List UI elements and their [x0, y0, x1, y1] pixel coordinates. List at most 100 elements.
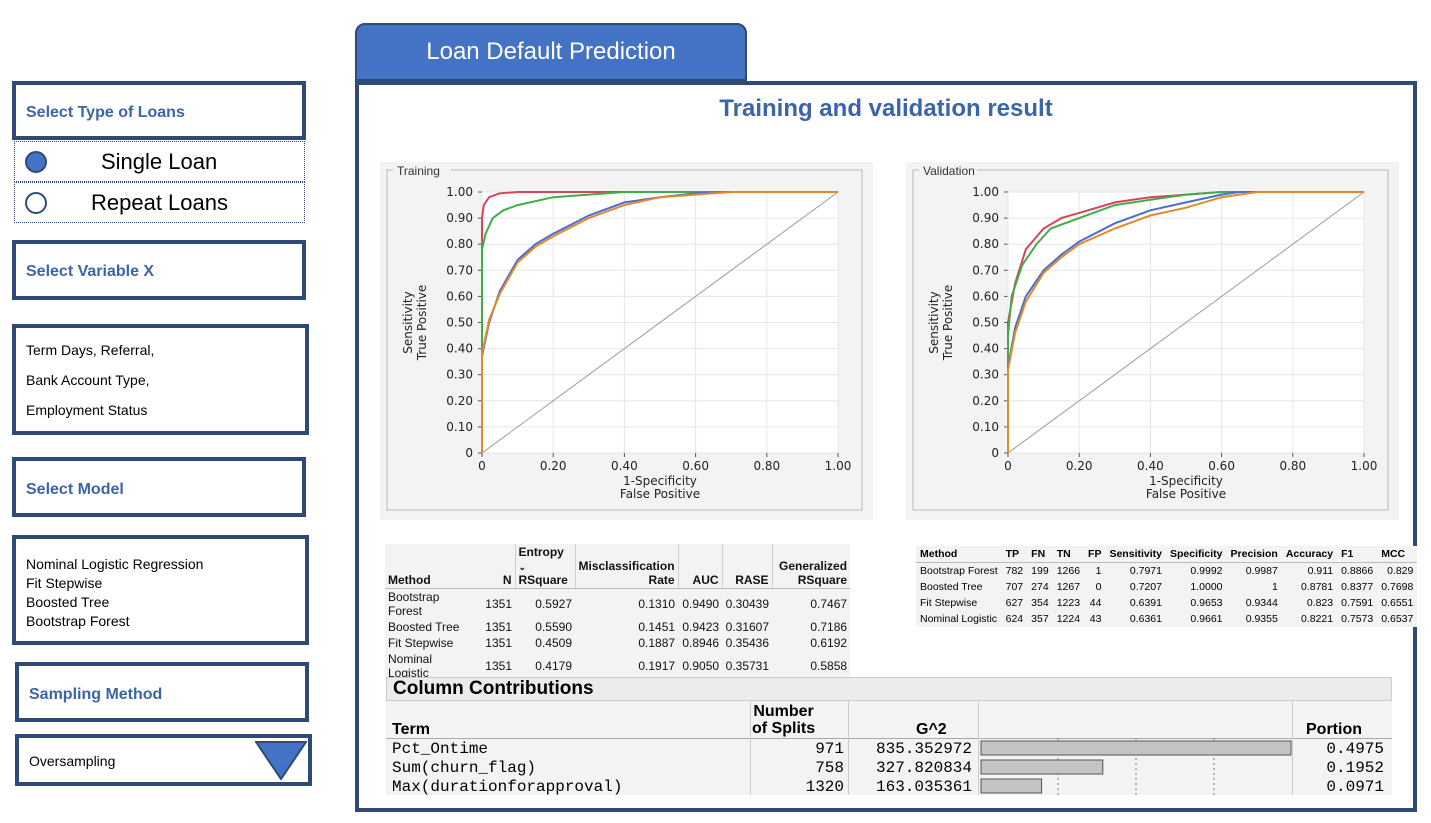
cell: 0	[1095, 581, 1102, 593]
reference-diagonal	[1007, 191, 1365, 454]
variable-list[interactable]: Term Days, Referral, Bank Account Type, …	[12, 324, 309, 435]
col-header: Method	[916, 546, 1002, 563]
model-label: Select Model	[26, 481, 124, 498]
roc-series-line	[1007, 191, 1364, 453]
cell-gen: 0.7186	[810, 620, 848, 634]
col-entropy-line1: Entropy	[518, 545, 564, 559]
y-axis-label-secondary: True Positive	[941, 285, 955, 362]
chart-title-bg	[393, 164, 451, 178]
x-tick-label: 0	[478, 459, 486, 473]
cell-n: 1351	[485, 597, 512, 611]
col-header: FP	[1084, 546, 1106, 563]
col-misclass: Misclassification Rate	[574, 544, 679, 589]
cell-auc: 0.8946	[682, 636, 720, 650]
cell: 1224	[1056, 613, 1081, 625]
cell-misclass: 0.1310	[638, 597, 676, 611]
cell-entropy: 0.5927	[535, 597, 572, 611]
cell: 199	[1031, 565, 1049, 577]
x-tick-label: 0.80	[753, 459, 780, 473]
y-tick-label: 0	[465, 446, 473, 460]
cc-portion: 0.4975	[1326, 740, 1384, 758]
cell-auc: 0.9490	[682, 597, 720, 611]
radio-repeat-loans[interactable]: Repeat Loans	[14, 182, 305, 223]
column-contributions-title[interactable]: Column Contributions	[386, 677, 1392, 701]
app-title-tab: Loan Default Prediction	[355, 23, 747, 81]
cc-divider	[1292, 701, 1293, 795]
radio-unselected-icon[interactable]	[25, 191, 47, 214]
cell-misclass: 0.1887	[638, 636, 676, 650]
y-tick-label: 0.20	[446, 394, 473, 408]
sampling-dropdown[interactable]: Oversampling	[15, 734, 312, 786]
model-list[interactable]: Nominal Logistic Regression Fit Stepwise…	[12, 535, 309, 645]
y-tick-label: 0.30	[972, 368, 999, 382]
x-tick-label: 0	[1004, 459, 1012, 473]
confusion-metrics-table: Method TP FN TN FP Sensitivity Specifici…	[916, 546, 1418, 627]
cell: 627	[1005, 597, 1024, 609]
cell: 1267	[1056, 581, 1081, 593]
page-title: Training and validation result	[719, 95, 1053, 122]
y-tick-label: 0.70	[972, 263, 999, 277]
cell: 0.911	[1307, 565, 1334, 577]
x-tick-label: 0.60	[1208, 459, 1235, 473]
column-contributions-panel: Term Number of Splits G^2 Portion Pct_Ont…	[386, 701, 1392, 798]
cc-splits: 758	[815, 759, 844, 777]
radio-selected-icon[interactable]	[25, 150, 47, 173]
cell: 0.9992	[1190, 565, 1223, 577]
chart-frame	[386, 169, 863, 511]
cell-gen: 0.5858	[810, 659, 848, 673]
cell: 0.823	[1306, 597, 1334, 609]
y-tick-label: 0.20	[972, 394, 999, 408]
y-tick-label: 0.40	[972, 342, 999, 356]
training-roc-chart: Training 0 0.10 0.20 0.30 0.40 0.50 0.60 0.70 0.8…	[386, 164, 863, 511]
cc-divider	[978, 701, 979, 795]
y-tick-label: 0.10	[446, 420, 473, 434]
table-row: Fit Stepwise 627 354 1223 44 0.6391 0.96…	[916, 595, 1417, 611]
cell-rase: 0.35731	[725, 659, 770, 673]
cell: 1	[1095, 565, 1102, 577]
model-item: Boosted Tree	[26, 594, 110, 610]
cell-n: 1351	[485, 659, 512, 673]
cell: 0.7207	[1129, 581, 1162, 593]
col-n: N	[471, 544, 515, 589]
contribution-bar	[980, 759, 1104, 775]
radio-repeat-loans-label: Repeat Loans	[91, 189, 228, 215]
cell: 0.7698	[1381, 581, 1414, 593]
cell: Fit Stepwise	[920, 597, 978, 609]
contribution-bar	[980, 778, 1043, 794]
variable-label: Select Variable X	[26, 263, 155, 280]
y-tick-label: 0	[991, 446, 999, 460]
validation-roc-chart: Validation 0 0.10 0.20 0.30 0.40 0.50 0.60 0.70 0…	[912, 164, 1389, 511]
table-row: Bootstrap Forest 1351 0.5927 0.1310 0.94…	[385, 589, 850, 620]
cell: 1223	[1056, 597, 1081, 609]
chart-title: Training	[397, 164, 440, 178]
cell: 0.8866	[1341, 565, 1374, 577]
y-tick-label: 0.10	[972, 420, 999, 434]
training-roc-panel: Training 0 0.10 0.20 0.30 0.40 0.50 0.60 0.70 0.8…	[380, 162, 873, 520]
chart-frame	[912, 169, 1389, 511]
model-item: Fit Stepwise	[26, 575, 103, 591]
cell: 43	[1089, 613, 1102, 625]
loan-type-header: Select Type of Loans	[12, 81, 306, 140]
y-tick-label: 0.50	[972, 316, 999, 330]
x-tick-label: 0.20	[540, 459, 567, 473]
cc-col-splits: Number of Splits	[752, 703, 815, 737]
dropdown-arrow-icon[interactable]	[255, 740, 307, 780]
reference-diagonal	[481, 191, 839, 454]
sampling-label: Sampling Method	[29, 686, 163, 703]
cell-gen: 0.6192	[810, 636, 848, 650]
y-tick-label: 0.30	[446, 368, 473, 382]
cell: Boosted Tree	[920, 581, 983, 593]
col-gen-line1: Generalized	[779, 559, 848, 573]
sort-chevron-icon[interactable]: ⌄	[518, 562, 527, 572]
table-row: Nominal Logistic 624 357 1224 43 0.6361 …	[916, 611, 1417, 627]
cell: 0.7573	[1341, 613, 1374, 625]
variable-item: Employment Status	[26, 402, 148, 418]
col-misclass-line1: Misclassification	[578, 559, 675, 573]
cell: 0.6391	[1129, 597, 1162, 609]
x-axis-label: 1-Specificity	[623, 474, 697, 488]
cell: 354	[1031, 597, 1049, 609]
cc-portion: 0.0971	[1326, 778, 1384, 796]
cell: Bootstrap Forest	[920, 565, 998, 577]
col-header: TN	[1052, 546, 1085, 563]
radio-single-loan[interactable]: Single Loan	[14, 141, 305, 182]
